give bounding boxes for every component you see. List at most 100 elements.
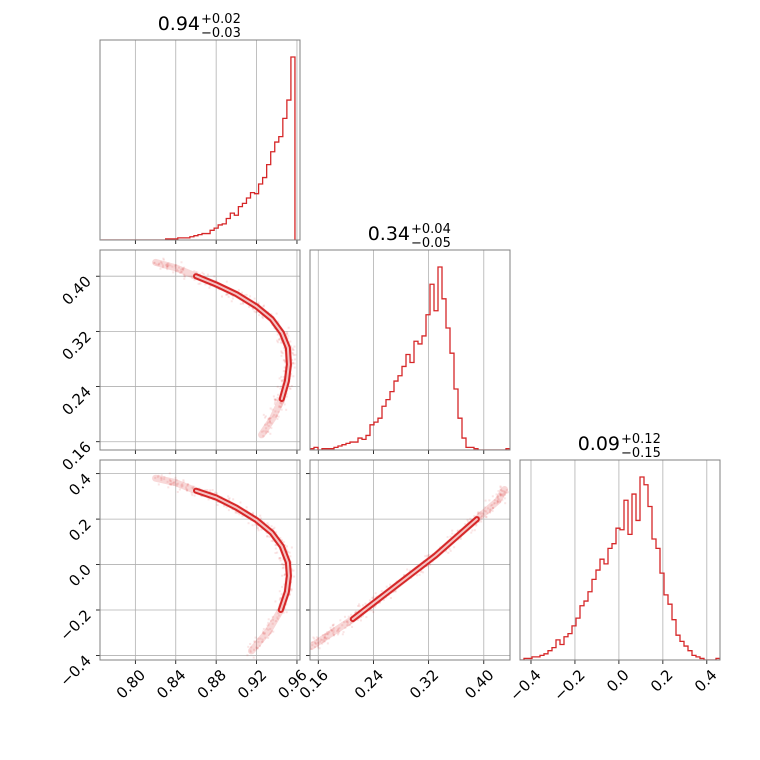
- sample-point: [290, 569, 293, 572]
- sample-point: [267, 621, 270, 624]
- sample-point: [253, 640, 256, 643]
- sample-point: [321, 638, 324, 641]
- sample-point: [275, 544, 278, 547]
- sample-point: [283, 359, 286, 362]
- sample-point: [157, 264, 160, 267]
- sample-point: [291, 348, 294, 351]
- sample-point: [269, 432, 272, 435]
- sample-point: [418, 573, 421, 576]
- sample-point: [276, 396, 279, 399]
- sample-point: [267, 524, 270, 527]
- sample-point: [336, 629, 339, 632]
- panel-frame: [309, 249, 511, 451]
- sample-point: [477, 511, 480, 514]
- sample-point: [484, 510, 487, 513]
- sample-point: [477, 512, 480, 515]
- sample-point: [466, 520, 469, 523]
- sample-point: [337, 628, 340, 631]
- sample-point: [477, 513, 480, 516]
- sample-point: [271, 622, 274, 625]
- sample-point: [279, 337, 282, 340]
- sample-point: [294, 353, 297, 356]
- sample-point: [272, 540, 275, 543]
- sample-point: [253, 310, 256, 313]
- sample-point: [192, 485, 195, 488]
- sample-point: [262, 413, 265, 416]
- sample-point: [215, 492, 218, 495]
- sample-point: [338, 627, 341, 630]
- sample-point: [182, 267, 185, 270]
- sample-point: [169, 264, 172, 267]
- sample-point: [281, 380, 284, 383]
- sample-point: [372, 597, 375, 600]
- title-param3-minus: −0.15: [621, 446, 661, 461]
- sample-point: [287, 326, 290, 329]
- sample-point: [174, 264, 177, 267]
- sample-point: [270, 313, 273, 316]
- sample-point: [453, 546, 456, 549]
- sample-point: [282, 370, 285, 373]
- sample-point: [503, 492, 506, 495]
- sample-point: [496, 497, 499, 500]
- sample-point: [167, 264, 170, 267]
- sample-point: [160, 474, 163, 477]
- sample-point: [164, 264, 167, 267]
- sample-point: [319, 640, 322, 643]
- sample-point: [292, 352, 295, 355]
- sample-point: [183, 275, 186, 278]
- sample-point: [267, 636, 270, 639]
- sample-point: [198, 273, 201, 276]
- sample-point: [274, 398, 277, 401]
- sample-point: [162, 264, 165, 267]
- sample-point: [256, 647, 259, 650]
- sample-point: [274, 415, 277, 418]
- sample-point: [345, 620, 348, 623]
- sample-point: [186, 484, 189, 487]
- sample-point: [499, 493, 502, 496]
- sample-point: [172, 481, 175, 484]
- sample-point: [497, 498, 500, 501]
- sample-point: [183, 274, 186, 277]
- sample-point: [156, 476, 159, 479]
- sample-point: [276, 617, 279, 620]
- sample-point: [493, 499, 496, 502]
- sample-point: [228, 497, 231, 500]
- sample-point: [439, 546, 442, 549]
- sample-point: [281, 563, 284, 566]
- x-tick-labels-param3: −0.4 −0.2 0.0 0.2 0.4: [506, 666, 720, 704]
- y-tick-label: 0.4: [65, 470, 95, 500]
- sample-point: [488, 499, 491, 502]
- sample-point: [261, 638, 264, 641]
- sample-point: [201, 271, 204, 274]
- sample-point: [382, 598, 385, 601]
- sample-point: [274, 399, 277, 402]
- sample-point: [173, 481, 176, 484]
- sample-point: [223, 505, 226, 508]
- sample-point: [169, 480, 172, 483]
- sample-point: [266, 535, 269, 538]
- sample-point: [197, 282, 200, 285]
- sample-point: [504, 502, 507, 505]
- sample-point: [245, 293, 248, 296]
- title-param3-plus: +0.12: [621, 432, 661, 447]
- sample-point: [385, 585, 388, 588]
- sample-point: [231, 294, 234, 297]
- sample-point: [168, 472, 171, 475]
- sample-point: [493, 502, 496, 505]
- sample-point: [291, 358, 294, 361]
- sample-point: [476, 512, 479, 515]
- sample-point: [275, 312, 278, 315]
- sample-point: [185, 489, 188, 492]
- sample-point: [372, 611, 375, 614]
- sample-point: [394, 590, 397, 593]
- sample-point: [181, 484, 184, 487]
- sample-point: [289, 345, 292, 348]
- sample-point: [368, 609, 371, 612]
- sample-point: [332, 634, 335, 637]
- sample-point: [478, 520, 481, 523]
- sample-point: [159, 477, 162, 480]
- sample-point: [501, 489, 504, 492]
- title-param2-plus: +0.04: [411, 222, 451, 237]
- sample-point: [160, 262, 163, 265]
- sample-point: [502, 493, 505, 496]
